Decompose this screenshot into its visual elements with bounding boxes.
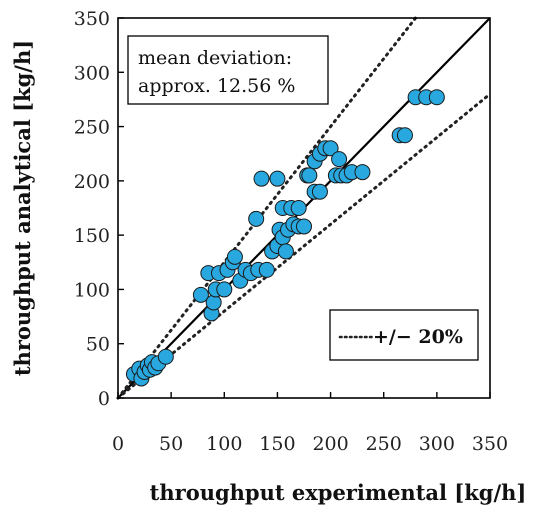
x-tick-label: 250 bbox=[366, 433, 402, 455]
legend-label: +/− 20% bbox=[373, 326, 463, 348]
data-points bbox=[125, 89, 445, 387]
data-point bbox=[216, 281, 233, 298]
data-point bbox=[258, 261, 275, 278]
data-point bbox=[253, 170, 270, 187]
y-tick-label: 300 bbox=[74, 62, 110, 84]
y-tick-label: 150 bbox=[74, 225, 110, 247]
data-point bbox=[290, 200, 307, 216]
annotation-line-2: approx. 12.56 % bbox=[138, 75, 295, 97]
x-tick-label: 100 bbox=[206, 433, 242, 455]
x-axis-title: throughput experimental [kg/h] bbox=[150, 480, 527, 505]
x-tick-label: 150 bbox=[259, 433, 295, 455]
y-axis-title: throughput analytical [kg/h] bbox=[10, 40, 35, 376]
data-point bbox=[428, 89, 445, 106]
annotation-box bbox=[127, 35, 329, 105]
upper-deviation-line bbox=[116, 16, 418, 400]
data-point bbox=[269, 170, 286, 187]
data-point bbox=[205, 294, 222, 311]
plot-frame bbox=[117, 17, 491, 399]
y-tick-label: 250 bbox=[74, 117, 110, 139]
y-tick-label: 100 bbox=[74, 279, 110, 301]
annotation-line-1: mean deviation: bbox=[138, 47, 292, 69]
data-point bbox=[226, 248, 243, 265]
y-tick-label: 0 bbox=[98, 388, 110, 410]
data-point bbox=[301, 167, 318, 184]
data-point bbox=[192, 286, 209, 303]
data-point bbox=[296, 218, 312, 235]
x-tick-label: 0 bbox=[112, 433, 124, 455]
data-point bbox=[248, 210, 265, 227]
data-point bbox=[322, 140, 339, 157]
data-point bbox=[331, 151, 348, 168]
y-tick-label: 50 bbox=[86, 334, 110, 356]
x-tick-label: 350 bbox=[472, 433, 508, 455]
legend-box bbox=[329, 309, 479, 361]
data-point bbox=[311, 183, 328, 200]
data-point bbox=[396, 127, 413, 144]
x-tick-label: 50 bbox=[159, 433, 183, 455]
x-tick-label: 200 bbox=[312, 433, 348, 455]
y-tick-label: 350 bbox=[74, 8, 110, 30]
lower-deviation-line bbox=[116, 92, 492, 400]
y-tick-label: 200 bbox=[74, 171, 110, 193]
axis-ticks: 0 50 100 150 200 250 300 350 0 50 100 150 200 250 300 3… bbox=[74, 8, 508, 455]
data-point bbox=[277, 243, 294, 260]
x-tick-label: 300 bbox=[419, 433, 455, 455]
data-point bbox=[157, 348, 174, 365]
data-point bbox=[354, 164, 371, 181]
